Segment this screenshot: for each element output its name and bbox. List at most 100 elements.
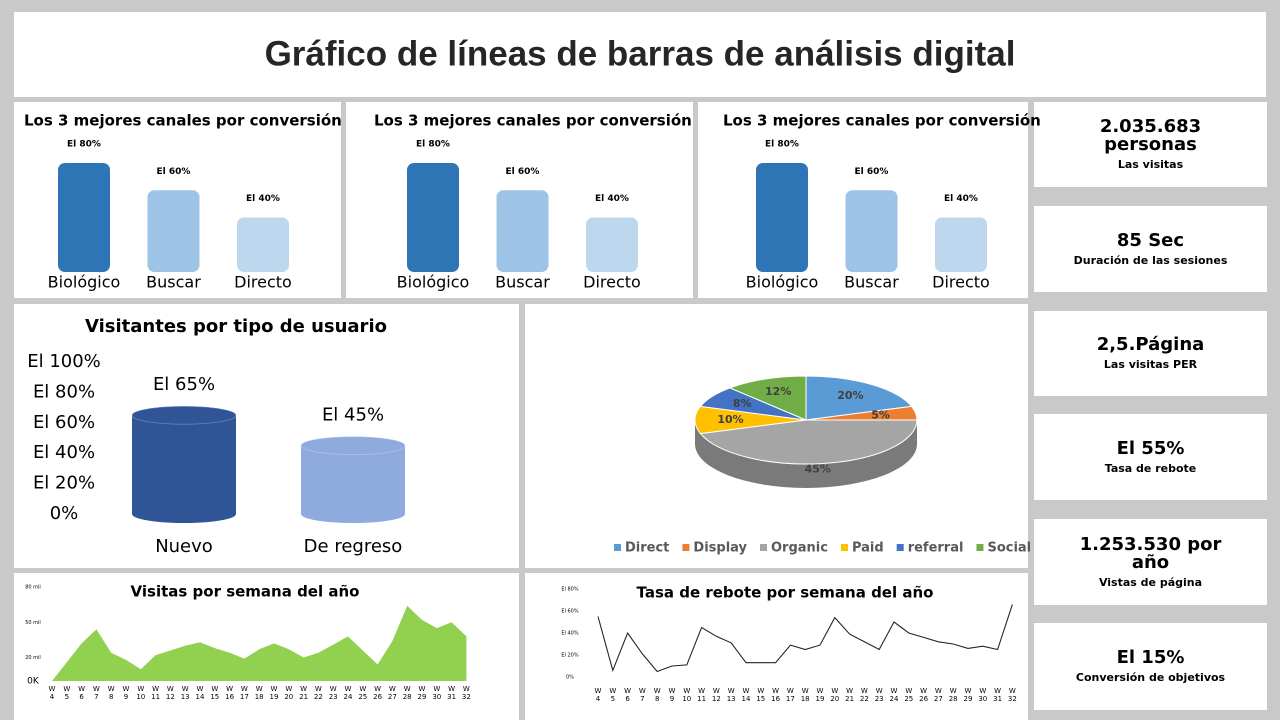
data-label: El 60% [506,167,540,177]
cylinder [301,436,405,523]
legend-swatch [840,544,848,551]
data-label: 12% [765,385,791,398]
legend-swatch [614,544,621,551]
x-tick-label: W 8 [107,685,115,701]
x-tick-label: W 14 [741,687,751,703]
x-tick-label: Biológico [48,273,121,292]
legend-swatch [896,544,904,551]
bar [935,217,987,272]
panel [1034,623,1267,710]
x-tick-label: Directo [234,273,292,292]
chart-title: Tasa de rebote por semana del año [637,584,934,602]
data-label: El 80% [765,140,799,150]
data-label: El 65% [153,374,215,395]
x-tick-label: Nuevo [155,536,213,557]
y-tick-label: El 40% [33,442,95,463]
y-tick-label: El 60% [561,609,579,615]
x-tick-label: W 28 [948,687,958,703]
x-tick-label: W 17 [239,685,249,701]
x-tick-label: W 25 [904,687,914,703]
panel [14,304,519,568]
y-tick-label: 80 mil [25,585,41,591]
kpi-tile: El 55% Tasa de rebote [1033,414,1268,500]
x-tick-label: W 30 [432,685,442,701]
x-tick-label: W 22 [859,687,869,703]
x-tick-label: W 11 [151,685,161,701]
x-tick-label: W 7 [638,687,646,703]
x-tick-label: W 6 [624,687,632,703]
x-tick-label: Directo [583,273,641,292]
panel [1034,102,1267,187]
kpi-label: Las visitas PER [1103,358,1198,371]
y-tick-label: 0K [27,677,40,687]
x-tick-label: W 22 [313,685,323,701]
bar [237,217,289,272]
x-tick-label: W 32 [461,685,471,701]
x-tick-label: W 15 [756,687,766,703]
x-tick-label: Biológico [397,273,470,292]
line [597,604,1013,673]
y-tick-label: El 60% [33,412,95,433]
x-tick-label: W 28 [402,685,412,701]
x-tick-label: W 17 [785,687,795,703]
x-tick-label: W 14 [195,685,205,701]
x-tick-label: W 21 [845,687,855,703]
x-tick-label: W 20 [284,685,294,701]
chart-title: Visitantes por tipo de usuario [85,316,387,337]
x-tick-label: W 25 [358,685,368,701]
legend-label: Organic [771,541,828,556]
area [52,605,467,681]
x-tick-label: W 31 [447,685,457,701]
kpi-label: Tasa de rebote [1104,461,1197,475]
panel [1034,519,1267,605]
data-label: El 45% [322,405,384,426]
legend-label: Display [693,541,747,556]
x-tick-label: W 23 [328,685,338,701]
panel [1034,414,1267,500]
bar [147,190,200,272]
y-tick-label: El 80% [33,381,95,402]
kpi-value: 2,5.Página [1096,334,1205,355]
x-tick-label: W 11 [697,687,707,703]
x-tick-label: W 18 [800,687,810,703]
x-tick-label: W 16 [225,685,235,701]
pie-slice [699,419,918,465]
bar [58,163,110,272]
x-tick-label: W 9 [122,685,130,701]
x-tick-label: W 12 [165,685,175,701]
legend-swatch [976,544,984,551]
chart-title: Los 3 mejores canales por conversión [374,112,692,130]
y-tick-label: El 100% [27,351,101,372]
bar [586,217,638,272]
data-label: El 80% [416,140,450,150]
panel [14,12,1266,97]
x-tick-label: W 24 [343,685,353,701]
kpi-value: 85 Sec [1116,229,1185,251]
kpi-label: Las visitas [1117,158,1184,171]
kpi-tile: 2.035.683 personas Las visitas [1033,102,1268,187]
y-tick-label: El 40% [561,631,579,637]
y-tick-label: 0% [566,675,574,681]
x-tick-label: W 8 [653,687,661,703]
data-label: El 80% [67,140,101,150]
kpi-label: Vistas de página [1098,575,1203,589]
data-label: 20% [837,389,863,402]
legend-swatch [682,544,690,551]
x-tick-label: W 9 [668,687,676,703]
x-tick-label: Buscar [146,273,201,292]
kpi-label: Duración de las sesiones [1073,253,1228,267]
x-tick-label: W 6 [78,685,86,701]
y-tick-label: 50 mil [25,620,41,626]
x-tick-label: W 27 [933,687,943,703]
x-tick-label: Buscar [844,273,899,292]
cylinder-top [300,436,406,456]
x-tick-label: W 13 [726,687,736,703]
x-tick-label: W 7 [92,685,100,701]
x-tick-label: W 21 [299,685,309,701]
bar [407,163,459,272]
x-tick-label: W 27 [387,685,397,701]
x-tick-label: W 18 [254,685,264,701]
x-tick-label: W 26 [919,687,929,703]
